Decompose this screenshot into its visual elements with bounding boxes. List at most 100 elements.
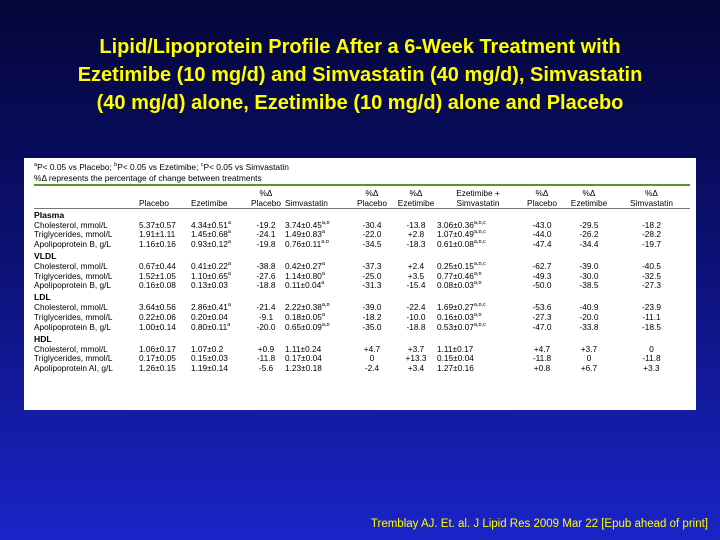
table-cell: 0.15±0.03 [191,354,247,364]
row-label: Apolipoprotein B, g/L [34,323,139,333]
table-panel: aP< 0.05 vs Placebo; bP< 0.05 vs Ezetimi… [24,158,696,410]
table-row: Apolipoprotein B, g/L 0.16±0.08 0.13±0.03 -… [34,281,690,291]
cell-value: +4.7 [533,344,551,354]
table-cell: -26.2 [565,230,613,240]
table-cell: +0.9 [247,345,285,355]
column-header-line: Placebo [357,197,387,208]
row-label: Triglycerides, mmol/L [34,272,139,282]
column-header: %Δ Simvastatin [613,186,690,208]
table-cell: -49.3 [519,272,565,282]
cell-value: -30.0 [579,271,599,281]
cell-value: 0.76±0.11 [285,240,322,250]
cell-value: 0.42±0.27 [285,261,322,271]
significance-marker: a [321,230,325,236]
title-line: (40 mg/d) alone, Ezetimibe (10 mg/d) alo… [96,92,624,114]
cell-value: -9.1 [258,313,274,323]
cell-value: 0.11±0.04 [285,281,322,291]
cell-value: +0.9 [257,344,275,354]
cell-value: 1.11±0.17 [437,344,474,354]
table-cell: -62.7 [519,262,565,272]
cell-value: -40.5 [642,261,661,271]
cell-value: 1.52±1.05 [139,271,176,281]
table-cell: 0.17±0.04 [285,354,349,364]
table-cell: -21.4 [247,303,285,313]
cell-value: Apolipoprotein B, g/L [34,240,112,250]
row-label: Cholesterol, mmol/L [34,345,139,355]
significance-marker: a,b [473,313,482,319]
table-notes: aP< 0.05 vs Placebo; bP< 0.05 vs Ezetimi… [34,162,690,183]
table-cell: 1.91±1.11 [139,230,191,240]
table-cell: -25.0 [349,272,395,282]
significance-marker: a,b,c [473,322,486,329]
table-cell: -29.5 [565,221,613,231]
table-cell: -18.8 [247,281,285,291]
table-cell: -11.8 [519,354,565,364]
table-cell: 0 [613,345,690,355]
table-cell: 0.67±0.44 [139,262,191,272]
row-label: Cholesterol, mmol/L [34,262,139,272]
table-cell: +4.7 [519,345,565,355]
cell-value: +2.4 [407,261,425,271]
table-cell: -20.0 [247,323,285,333]
lipid-table: Placebo Ezetimibe %Δ Placebo Simvastatin %Δ Pl… [34,186,690,374]
cell-value: Cholesterol, mmol/L [34,303,108,313]
significance-note: aP< 0.05 vs Placebo; bP< 0.05 vs Ezetimi… [34,162,289,172]
cell-value: +2.8 [407,230,425,240]
column-header: Ezetimibe + Simvastatin [437,186,519,208]
cell-value: -15.4 [406,281,426,291]
column-header: %Δ Placebo [247,186,285,208]
cell-value: -43.0 [532,220,552,230]
cell-value: Cholesterol, mmol/L [34,220,108,230]
cell-value: 1.00±0.14 [139,322,176,332]
cell-value: 1.49±0.83 [285,230,322,240]
cell-value: -21.4 [256,303,276,313]
cell-value: 1.26±0.15 [139,364,176,374]
table-row: Cholesterol, mmol/L 0.67±0.44 0.41±0.22a -3… [34,262,690,272]
table-cell: -20.0 [565,313,613,323]
column-header-line: Simvastatin [630,197,673,208]
table-cell: -44.0 [519,230,565,240]
cell-value: -26.2 [579,230,599,240]
table-cell: -39.0 [565,262,613,272]
significance-marker: a,b,c [473,261,486,268]
table-cell: -27.3 [519,313,565,323]
cell-value: 0.25±0.15 [437,261,474,271]
table-cell: 0.65±0.09a,b [285,323,349,333]
row-label: Cholesterol, mmol/L [34,221,139,231]
table-cell: -9.1 [247,313,285,323]
cell-value: Triglycerides, mmol/L [34,313,113,323]
cell-value: +0.8 [533,364,551,374]
table-row: Triglycerides, mmol/L 1.91±1.11 1.45±0.68a… [34,230,690,240]
cell-value: -27.6 [256,271,276,281]
cell-value: 0.08±0.03 [437,281,474,291]
table-cell: -47.0 [519,323,565,333]
cell-value: -10.0 [406,313,426,323]
cell-value: 0.80±0.11 [191,322,228,332]
significance-marker: a [227,303,231,309]
cell-value: 1.69±0.27 [437,303,474,313]
column-header: %Δ Placebo [349,186,395,208]
table-cell: 1.10±0.65a [191,272,247,282]
column-header-line: Placebo [139,197,169,208]
table-cell: -30.4 [349,221,395,231]
cell-value: +3.7 [407,344,425,354]
cell-value: -50.0 [532,281,552,291]
table-cell: -11.8 [247,354,285,364]
significance-marker: a,b,c [473,240,486,246]
cell-value: -30.4 [362,220,382,230]
cell-value: -53.6 [532,303,552,313]
table-cell: -15.4 [395,281,437,291]
cell-value: 0.67±0.44 [139,261,176,271]
column-header-line: %Δ [535,187,549,198]
table-row: Triglycerides, mmol/L 1.52±1.05 1.10±0.65a… [34,272,690,282]
cell-value: Triglycerides, mmol/L [34,354,113,364]
cell-value: 0.61±0.08 [437,240,474,250]
cell-value: 0 [369,354,375,364]
table-cell: 3.64±0.56 [139,303,191,313]
cell-value: -20.0 [256,322,276,332]
table-cell: 0.80±0.11a [191,323,247,333]
table-cell: -18.8 [395,323,437,333]
cell-value: -22.4 [406,303,426,313]
cell-value: 0.20±0.04 [191,313,228,323]
cell-value: 1.11±0.24 [285,344,322,354]
